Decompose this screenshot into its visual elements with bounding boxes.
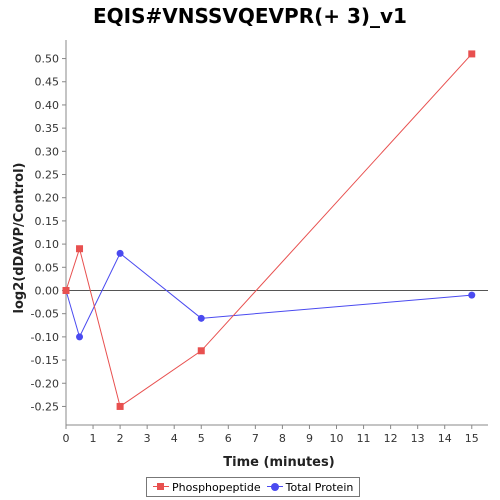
- y-tick-label: -0.05: [31, 308, 59, 321]
- y-tick-label: -0.15: [31, 354, 59, 367]
- x-tick-label: 5: [198, 432, 205, 445]
- x-tick-label: 12: [384, 432, 398, 445]
- x-axis-title: Time (minutes): [223, 455, 334, 470]
- legend-item-phosphopeptide: Phosphopeptide: [153, 481, 261, 494]
- y-tick-label: -0.10: [31, 331, 59, 344]
- data-point-phosphopeptide: [116, 402, 124, 410]
- x-tick-label: 4: [171, 432, 178, 445]
- x-tick-label: 11: [357, 432, 371, 445]
- data-point-phosphopeptide: [62, 286, 70, 294]
- data-point-total-protein: [468, 291, 476, 299]
- x-tick-label: 2: [117, 432, 124, 445]
- legend-label-phosphopeptide: Phosphopeptide: [172, 480, 261, 494]
- legend-swatch-phosphopeptide: [153, 482, 169, 492]
- plot-area: [66, 40, 488, 425]
- data-point-total-protein: [197, 314, 205, 322]
- y-tick-label: 0.45: [35, 76, 60, 89]
- x-tick-label: 3: [144, 432, 151, 445]
- data-point-total-protein: [116, 249, 124, 257]
- y-tick-label: 0.35: [35, 122, 60, 135]
- data-point-phosphopeptide: [468, 50, 476, 58]
- x-tick-label: 15: [465, 432, 479, 445]
- x-tick-label: 6: [225, 432, 232, 445]
- legend-swatch-total-protein: [266, 482, 283, 492]
- y-tick-label: 0.30: [35, 145, 60, 158]
- y-axis-title: log2(dDAVP/Control): [12, 163, 27, 314]
- x-tick-label: 8: [279, 432, 286, 445]
- y-tick-label: 0.50: [35, 53, 60, 66]
- y-tick-label: 0.05: [35, 261, 60, 274]
- y-tick-label: -0.20: [31, 377, 59, 390]
- legend-label-total-protein: Total Protein: [285, 480, 354, 494]
- data-point-phosphopeptide: [76, 245, 84, 253]
- x-tick-label: 9: [306, 432, 313, 445]
- x-tick-label: 14: [438, 432, 452, 445]
- x-tick-label: 10: [330, 432, 344, 445]
- legend-item-total-protein: Total Protein: [266, 480, 354, 494]
- y-tick-label: 0.00: [35, 284, 60, 297]
- x-tick-label: 7: [252, 432, 259, 445]
- y-tick-label: -0.25: [31, 400, 59, 413]
- series-layer: [62, 50, 476, 410]
- chart-title: EQIS#VNSSVQEVPR(+ 3)_v1: [93, 4, 407, 28]
- legend: Phosphopeptide Total Protein: [146, 477, 361, 497]
- data-point-total-protein: [76, 333, 84, 341]
- y-tick-label: 0.20: [35, 192, 60, 205]
- x-tick-label: 0: [63, 432, 70, 445]
- x-tick-label: 13: [411, 432, 425, 445]
- x-ticks: 0 1 2 3 4 5 6 7 8 9 10 11 12 13 14 15: [63, 425, 479, 445]
- y-ticks: -0.25 -0.20 -0.15 -0.10 -0.05 0.00 0.05 0.10 0.1…: [31, 53, 66, 413]
- y-tick-label: 0.15: [35, 215, 60, 228]
- data-point-phosphopeptide: [197, 347, 205, 355]
- y-tick-label: 0.40: [35, 99, 60, 112]
- y-tick-label: 0.25: [35, 169, 60, 182]
- y-tick-label: 0.10: [35, 238, 60, 251]
- series-phosphopeptide: [62, 50, 476, 410]
- x-tick-label: 1: [90, 432, 97, 445]
